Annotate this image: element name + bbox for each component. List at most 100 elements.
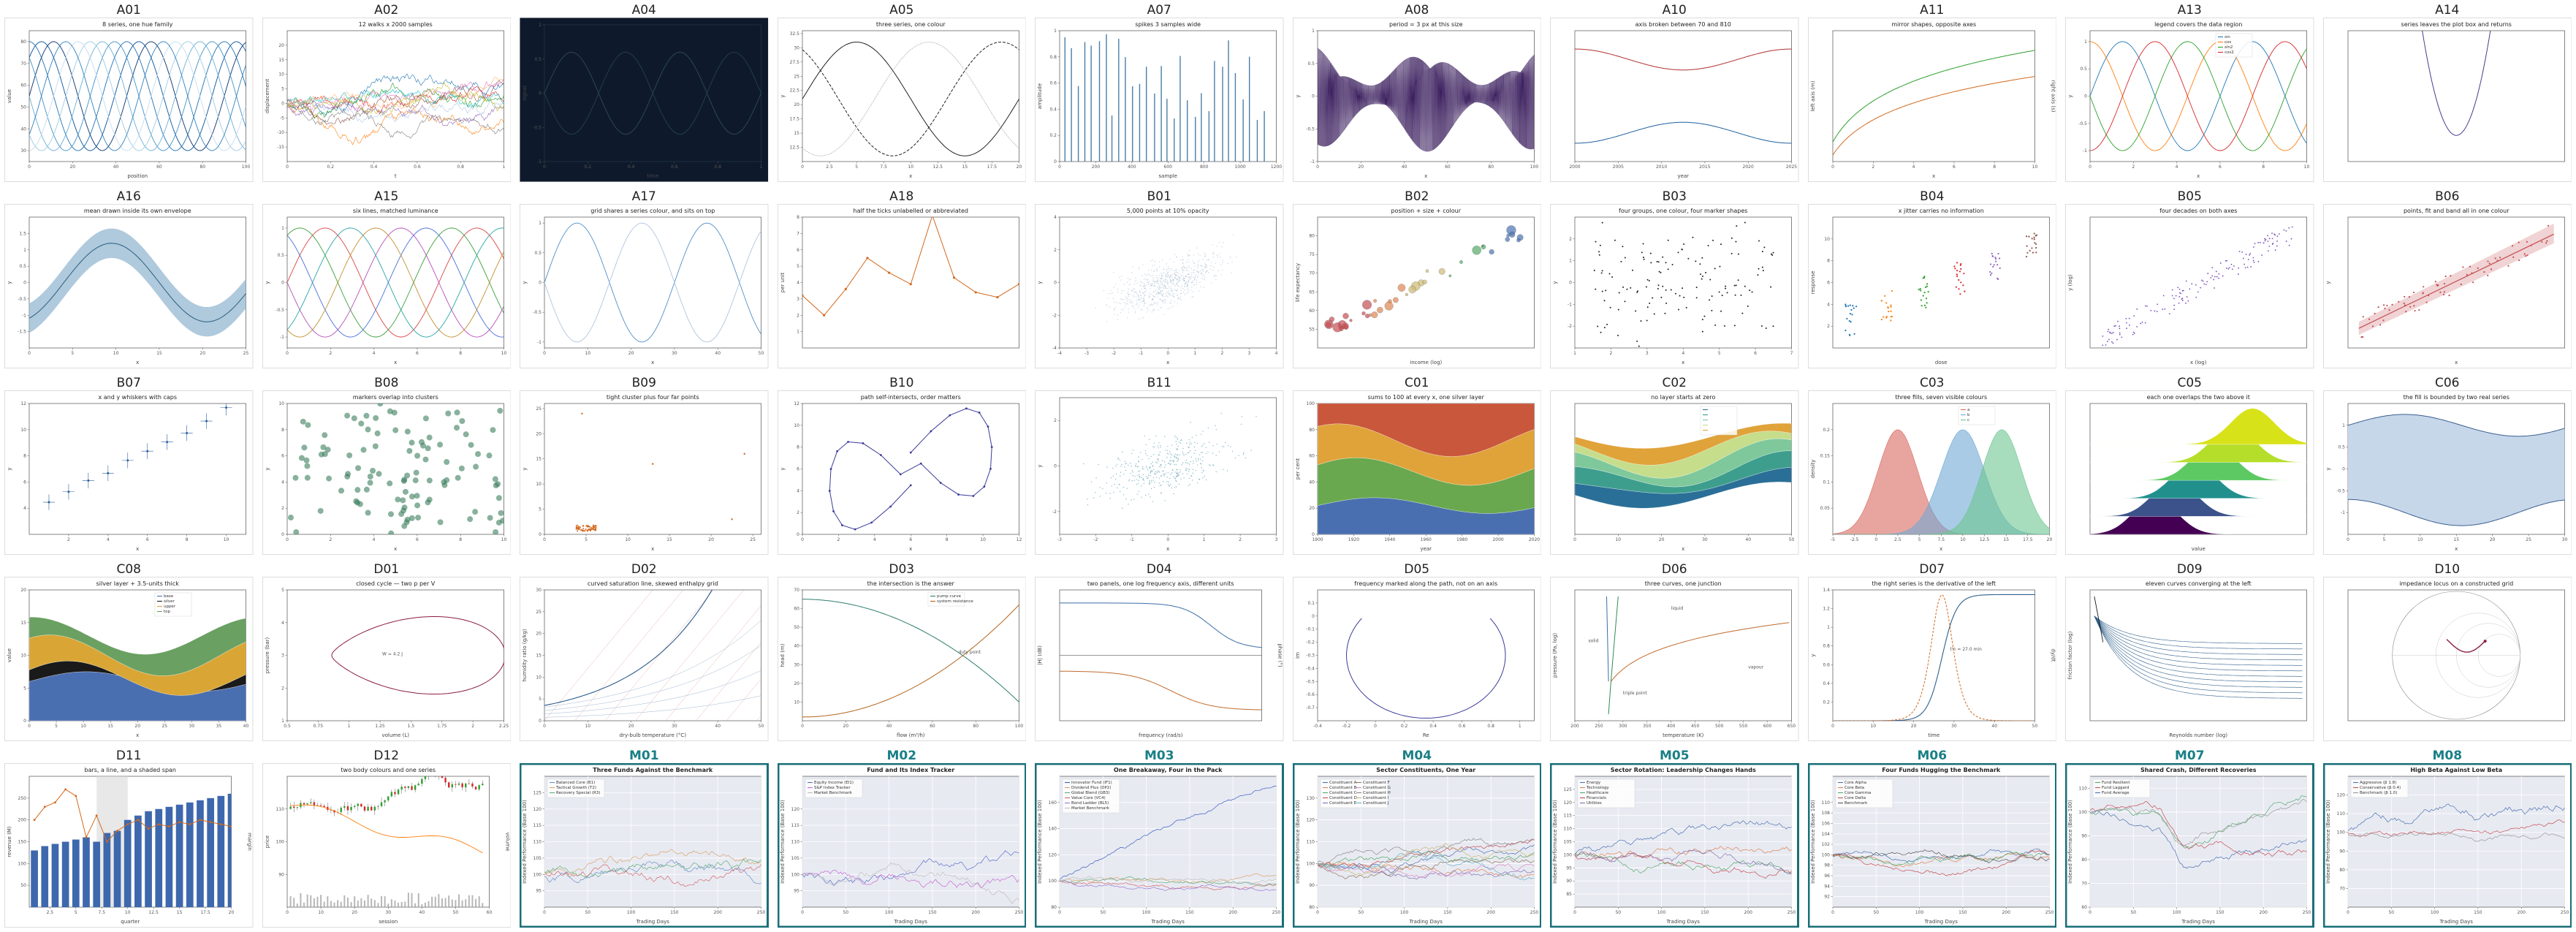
data-point [1180, 276, 1182, 277]
data-point [1665, 262, 1667, 264]
x-tick-label: 10 [1960, 537, 1966, 542]
x-tick-label: 2005 [1613, 164, 1624, 170]
y-tick-label: 100 [1306, 861, 1315, 866]
y-tick-label: 4 [1827, 302, 1830, 307]
data-point [1156, 286, 1158, 288]
data-point [1160, 464, 1162, 466]
chart-title: six lines, matched luminance [352, 208, 438, 214]
data-point [1922, 277, 1924, 279]
x-axis-label: x [2455, 360, 2458, 365]
data-point [1147, 474, 1150, 476]
data-point [1182, 256, 1184, 257]
data-point [1156, 471, 1158, 474]
data-point [1152, 265, 1153, 267]
data-point [1205, 452, 1207, 455]
data-point [1683, 296, 1685, 298]
data-point [2181, 289, 2184, 292]
data-point [2460, 283, 2462, 286]
data-point [1994, 260, 1996, 262]
data-point [1152, 294, 1153, 296]
y-axis-label: per cent [1295, 458, 1301, 480]
data-point [2197, 291, 2199, 293]
data-point [1671, 263, 1673, 265]
x-axis-label: sample [1159, 173, 1177, 179]
marker [367, 473, 373, 480]
chart-b01: 5,000 points at 10% opacity-4 -3 -2 -1 0 1 2 3 4… [1035, 204, 1284, 368]
data-point [2257, 260, 2260, 262]
legend-entry: Utilities [1587, 801, 1602, 806]
series-line [726, 678, 761, 721]
y-tick-label: -0.1 [1306, 627, 1315, 632]
data-point [1177, 279, 1179, 280]
data-point [1152, 446, 1154, 447]
data-point [1164, 284, 1166, 287]
marker [376, 404, 383, 407]
x-axis-label: x [136, 360, 139, 365]
data-point [1158, 274, 1160, 276]
y-tick-label: 110 [533, 840, 542, 845]
data-point [1231, 262, 1234, 263]
legend-entry: S&P Index Tracker [814, 786, 851, 790]
data-point [1170, 281, 1172, 283]
data-point [2243, 263, 2246, 265]
data-point [1133, 284, 1136, 285]
series-line [544, 590, 713, 706]
data-point [2134, 333, 2135, 334]
chart-title: curved saturation line, skewed enthalpy … [588, 580, 718, 587]
data-point [1172, 460, 1174, 461]
data-point [1172, 461, 1174, 463]
data-point [1176, 272, 1178, 273]
data-point [1128, 295, 1129, 297]
x-axis-label: x [2197, 173, 2200, 179]
line-point [189, 823, 191, 826]
y-axis-label: pressure (bar) [265, 637, 270, 673]
x-tick-label: 0 [1058, 910, 1061, 915]
data-point [1176, 284, 1178, 285]
data-point [2524, 255, 2526, 257]
data-point [2247, 259, 2249, 260]
y-tick-label: 20 [20, 588, 26, 593]
data-point [1229, 255, 1231, 257]
marker [363, 486, 370, 493]
data-point [1765, 327, 1767, 330]
panel-id-label: D02 [631, 562, 657, 577]
y-tick-label: 95 [1566, 865, 1572, 871]
data-point [1193, 262, 1195, 265]
line-point [147, 827, 150, 830]
data-point [1177, 298, 1179, 300]
x-axis-label: x [2455, 546, 2458, 552]
y-tick-label: 1 [539, 23, 542, 28]
volume-bar [428, 901, 430, 907]
data-point [1203, 275, 1204, 277]
data-point [972, 495, 974, 497]
data-point [1204, 251, 1206, 254]
series-line [1317, 838, 1534, 867]
data-point [1162, 294, 1163, 296]
data-point [1201, 268, 1203, 270]
marker [471, 509, 478, 515]
candle-body [360, 803, 362, 807]
marker [365, 426, 371, 433]
data-point [1638, 345, 1640, 347]
plot-area [1832, 589, 2035, 721]
data-point [1176, 255, 1178, 257]
data-point [1166, 281, 1169, 284]
line-point [105, 841, 108, 843]
x-tick-label: 20 [69, 164, 75, 170]
marker [472, 463, 479, 470]
y-tick-label: 100 [2079, 810, 2088, 815]
data-point [577, 527, 580, 529]
y-tick-label: 100 [276, 840, 284, 845]
data-point [1176, 289, 1177, 292]
y-tick-label: 110 [1564, 827, 1573, 832]
data-point [1198, 265, 1199, 268]
data-point [1158, 442, 1160, 444]
data-point [1131, 302, 1133, 304]
candle-body [346, 806, 349, 811]
data-point [2238, 273, 2239, 275]
data-point [1648, 280, 1650, 282]
data-point [1201, 258, 1204, 260]
line-point [199, 819, 202, 822]
y-tick-label: -0.3 [1306, 653, 1315, 659]
